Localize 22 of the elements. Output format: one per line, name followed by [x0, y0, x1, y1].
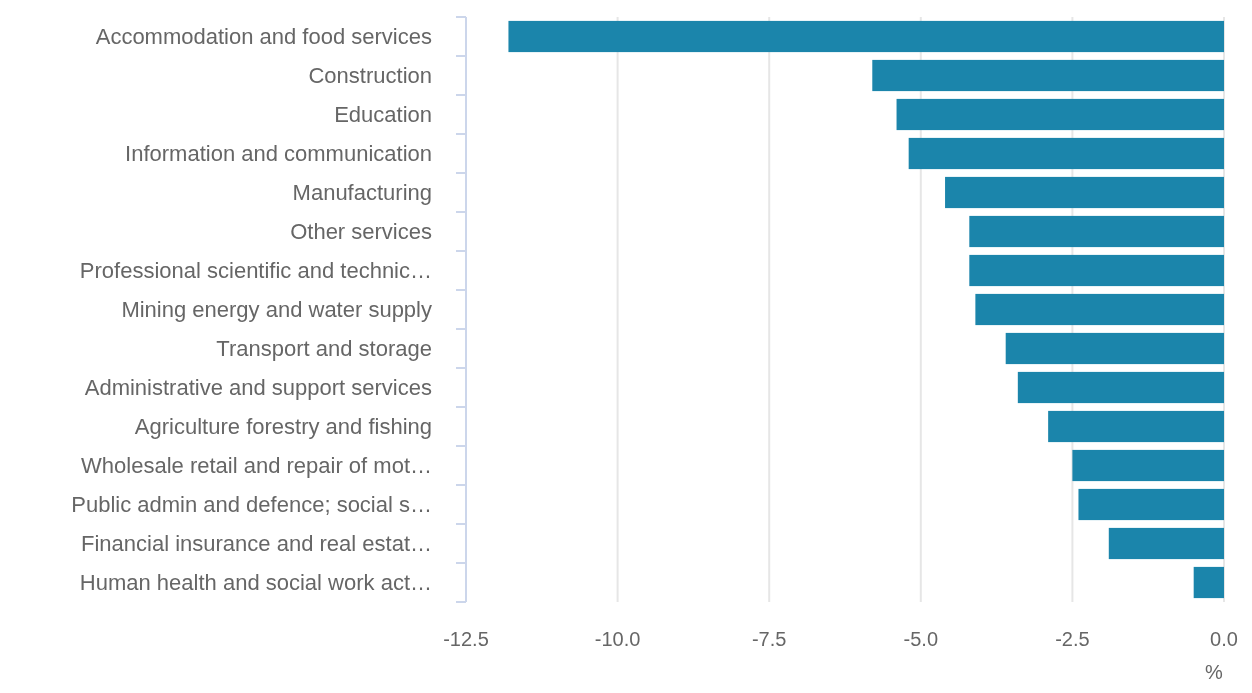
- y-tick-label: Agriculture forestry and fishing: [134, 414, 432, 440]
- x-tick-label: -2.5: [1055, 628, 1090, 650]
- y-tick-label: Human health and social work act…: [79, 570, 432, 596]
- x-axis-title: %: [1205, 661, 1224, 683]
- y-tick-label: Administrative and support services: [84, 375, 432, 401]
- y-tick-label: Transport and storage: [216, 336, 432, 362]
- x-tick-label: -12.5: [443, 628, 489, 650]
- y-tick-label: Wholesale retail and repair of mot…: [81, 453, 432, 479]
- x-tick-label: -5.0: [903, 628, 939, 650]
- x-tick-label: -10.0: [594, 628, 641, 650]
- y-tick-label: Construction: [308, 63, 432, 89]
- y-tick-label: Mining energy and water supply: [121, 297, 432, 323]
- x-tick-label: 0.0: [1210, 628, 1238, 650]
- y-tick-label: Education: [334, 102, 432, 128]
- y-tick-label: Professional scientific and technic…: [79, 258, 432, 284]
- y-tick-label: Information and communication: [125, 141, 432, 167]
- y-tick-label: Financial insurance and real estat…: [81, 531, 432, 557]
- y-tick-label: Other services: [290, 219, 432, 245]
- x-tick-label: -7.5: [751, 628, 787, 650]
- y-tick-label: Manufacturing: [292, 180, 432, 206]
- y-tick-label: Public admin and defence; social s…: [71, 492, 432, 518]
- y-tick-label: Accommodation and food services: [95, 24, 432, 50]
